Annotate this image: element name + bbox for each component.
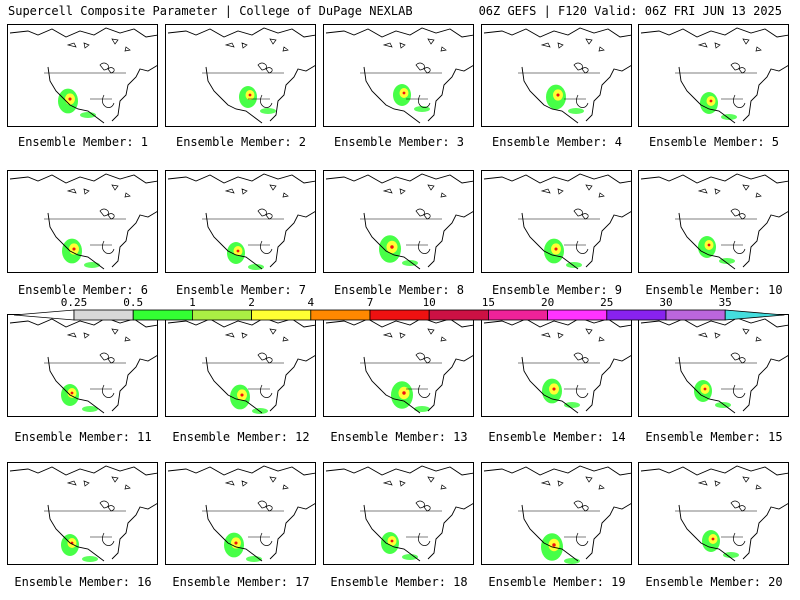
colorbar-segment — [606, 309, 667, 321]
member-caption: Ensemble Member: 6 — [17, 283, 149, 297]
member-caption: Ensemble Member: 2 — [175, 135, 307, 149]
member-map — [482, 171, 631, 272]
colorbar-min-triangle — [14, 309, 75, 321]
member-map-panel — [165, 314, 316, 417]
member-map-panel — [638, 462, 789, 565]
colorbar-tick-label: 0.5 — [123, 296, 144, 309]
member-map — [482, 463, 631, 564]
member-map — [8, 25, 157, 126]
member-map — [8, 463, 157, 564]
member-caption: Ensemble Member: 7 — [175, 283, 307, 297]
member-map-panel — [165, 462, 316, 565]
scp-colorbar — [14, 309, 785, 321]
member-map — [639, 25, 788, 126]
member-map — [324, 463, 473, 564]
member-caption: Ensemble Member: 3 — [333, 135, 465, 149]
member-map-panel — [323, 24, 474, 127]
member-map-panel — [481, 462, 632, 565]
member-map-panel — [7, 462, 158, 565]
colorbar-tick-label: 7 — [366, 296, 374, 309]
colorbar-segment — [251, 309, 312, 321]
member-map-panel — [165, 24, 316, 127]
member-map-panel — [323, 314, 474, 417]
member-caption: Ensemble Member: 4 — [491, 135, 623, 149]
member-caption: Ensemble Member: 13 — [330, 430, 468, 444]
colorbar-tick-label: 15 — [481, 296, 496, 309]
colorbar-tick-label: 1 — [189, 296, 196, 309]
member-map — [166, 25, 315, 126]
member-caption: Ensemble Member: 11 — [14, 430, 152, 444]
member-map — [166, 315, 315, 416]
member-map-panel — [323, 462, 474, 565]
member-caption: Ensemble Member: 17 — [172, 575, 310, 589]
colorbar-segment — [369, 309, 430, 321]
product-title: Supercell Composite Parameter | College … — [8, 4, 413, 18]
member-caption: Ensemble Member: 19 — [488, 575, 626, 589]
member-caption: Ensemble Member: 5 — [648, 135, 780, 149]
member-caption: Ensemble Member: 15 — [645, 430, 783, 444]
member-caption: Ensemble Member: 1 — [17, 135, 149, 149]
colorbar-segment — [487, 309, 548, 321]
colorbar-tick-label: 0.25 — [60, 296, 88, 309]
member-map-panel — [7, 314, 158, 417]
colorbar-tick-label: 10 — [422, 296, 436, 309]
member-map — [639, 171, 788, 272]
member-map — [166, 463, 315, 564]
member-map — [166, 171, 315, 272]
member-map-panel — [481, 170, 632, 273]
colorbar-tick-label: 25 — [600, 296, 614, 309]
member-map-panel — [481, 314, 632, 417]
member-map-panel — [323, 170, 474, 273]
member-map — [482, 315, 631, 416]
colorbar-segment — [547, 309, 608, 321]
member-map — [639, 315, 788, 416]
member-map-panel — [7, 24, 158, 127]
colorbar-tick-label: 35 — [718, 296, 732, 309]
member-caption: Ensemble Member: 8 — [333, 283, 465, 297]
member-caption: Ensemble Member: 9 — [491, 283, 623, 297]
member-map-panel — [481, 24, 632, 127]
colorbar-segment — [428, 309, 489, 321]
member-map — [324, 315, 473, 416]
member-caption: Ensemble Member: 18 — [330, 575, 468, 589]
member-map — [482, 25, 631, 126]
colorbar-segment — [191, 309, 252, 321]
member-caption: Ensemble Member: 10 — [645, 283, 783, 297]
colorbar-segment — [665, 309, 726, 321]
colorbar-tick-label: 4 — [307, 296, 315, 309]
member-map — [324, 25, 473, 126]
colorbar-segment — [310, 309, 371, 321]
member-caption: Ensemble Member: 12 — [172, 430, 310, 444]
colorbar-segment — [724, 309, 785, 321]
member-map — [639, 463, 788, 564]
member-map — [324, 171, 473, 272]
colorbar-tick-label: 30 — [659, 296, 673, 309]
colorbar-tick-label: 20 — [540, 296, 555, 309]
member-map-panel — [638, 24, 789, 127]
member-caption: Ensemble Member: 14 — [488, 430, 626, 444]
colorbar-segment — [73, 309, 134, 321]
member-map-panel — [165, 170, 316, 273]
member-caption: Ensemble Member: 16 — [14, 575, 152, 589]
colorbar-tick-label: 2 — [248, 296, 255, 309]
member-caption: Ensemble Member: 20 — [645, 575, 783, 589]
colorbar-segment — [132, 309, 193, 321]
member-map — [8, 171, 157, 272]
member-map — [8, 315, 157, 416]
member-map-panel — [638, 170, 789, 273]
member-map-panel — [7, 170, 158, 273]
member-map-panel — [638, 314, 789, 417]
run-valid-time: 06Z GEFS | F120 Valid: 06Z FRI JUN 13 20… — [478, 4, 782, 18]
